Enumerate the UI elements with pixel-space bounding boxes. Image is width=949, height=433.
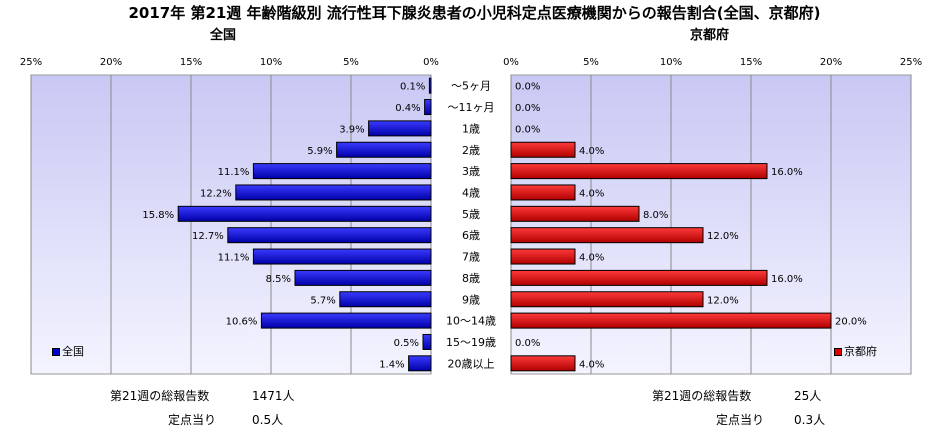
left-bar bbox=[260, 312, 432, 329]
legend-left-label: 全国 bbox=[62, 345, 84, 358]
left-data-label: 0.4% bbox=[395, 103, 420, 114]
left-x-tick-label: 10% bbox=[260, 57, 282, 68]
right-plot-area bbox=[510, 74, 912, 375]
left-bar bbox=[422, 333, 432, 350]
legend-left-swatch bbox=[52, 348, 60, 356]
right-x-tick-label: 15% bbox=[740, 57, 762, 68]
right-total-label: 第21週の総報告数 bbox=[652, 389, 752, 403]
left-bar bbox=[336, 141, 432, 158]
left-x-tick-label: 5% bbox=[343, 57, 359, 68]
left-data-label: 10.6% bbox=[226, 317, 258, 328]
right-bar bbox=[510, 312, 832, 329]
legend-right: 京都府 bbox=[834, 343, 877, 359]
category-label: 2歳 bbox=[462, 144, 480, 157]
left-data-label: 11.1% bbox=[218, 253, 250, 264]
legend-right-swatch bbox=[834, 348, 842, 356]
category-label: 8歳 bbox=[462, 272, 480, 285]
right-bar bbox=[510, 205, 640, 222]
category-label: 15～19歳 bbox=[446, 336, 496, 349]
category-label: 10～14歳 bbox=[446, 315, 496, 328]
chart-title: 2017年 第21週 年齢階級別 流行性耳下腺炎患者の小児科定点医療機関からの報… bbox=[128, 4, 821, 22]
right-x-tick-label: 10% bbox=[660, 57, 682, 68]
legend-left: 全国 bbox=[52, 343, 84, 359]
right-data-label: 0.0% bbox=[515, 103, 540, 114]
left-x-tick-label: 20% bbox=[100, 57, 122, 68]
left-per-label: 定点当り bbox=[168, 413, 217, 427]
legend-right-label: 京都府 bbox=[844, 345, 877, 358]
left-bar bbox=[424, 99, 432, 116]
right-per-value: 0.3人 bbox=[794, 413, 826, 427]
right-data-label: 0.0% bbox=[515, 338, 540, 349]
left-data-label: 5.9% bbox=[307, 146, 332, 157]
category-label: 5歳 bbox=[462, 208, 480, 221]
left-bar bbox=[252, 248, 432, 265]
left-per-value: 0.5人 bbox=[252, 413, 284, 427]
left-panel-title: 全国 bbox=[210, 28, 237, 43]
category-label: 3歳 bbox=[462, 165, 480, 178]
left-data-label: 5.7% bbox=[310, 295, 335, 306]
left-plot-area bbox=[30, 74, 432, 375]
right-data-label: 0.0% bbox=[515, 124, 540, 135]
left-data-label: 8.5% bbox=[266, 274, 291, 285]
right-bar bbox=[510, 291, 704, 308]
left-x-tick-label: 15% bbox=[180, 57, 202, 68]
left-bar bbox=[294, 269, 432, 286]
left-bar bbox=[177, 205, 432, 222]
left-x-tick-label: 25% bbox=[20, 57, 42, 68]
left-bar bbox=[235, 184, 432, 201]
right-x-tick-label: 5% bbox=[583, 57, 599, 68]
right-data-label: 16.0% bbox=[771, 167, 803, 178]
left-data-label: 1.4% bbox=[379, 359, 404, 370]
left-x-tick-label: 0% bbox=[423, 57, 439, 68]
left-total-value: 1471人 bbox=[252, 389, 295, 403]
right-per-label: 定点当り bbox=[716, 413, 765, 427]
right-bar bbox=[510, 163, 768, 180]
right-data-label: 8.0% bbox=[643, 210, 668, 221]
right-bar bbox=[510, 141, 576, 158]
right-data-label: 4.0% bbox=[579, 146, 604, 157]
category-label: ～11ヶ月 bbox=[448, 101, 495, 114]
left-data-label: 12.2% bbox=[200, 188, 232, 199]
left-bar bbox=[227, 227, 432, 244]
left-total-label: 第21週の総報告数 bbox=[110, 389, 210, 403]
right-data-label: 0.0% bbox=[515, 82, 540, 93]
right-data-label: 12.0% bbox=[707, 295, 739, 306]
category-label: 7歳 bbox=[462, 251, 480, 264]
left-data-label: 0.5% bbox=[394, 338, 419, 349]
right-bar bbox=[510, 248, 576, 265]
right-data-label: 4.0% bbox=[579, 253, 604, 264]
left-bar bbox=[252, 163, 432, 180]
right-data-label: 4.0% bbox=[579, 359, 604, 370]
category-label: 1歳 bbox=[462, 122, 480, 135]
left-data-label: 3.9% bbox=[339, 124, 364, 135]
left-data-label: 0.1% bbox=[400, 82, 425, 93]
left-data-label: 12.7% bbox=[192, 231, 224, 242]
right-total-value: 25人 bbox=[794, 389, 822, 403]
right-bar bbox=[510, 355, 576, 372]
left-data-label: 11.1% bbox=[218, 167, 250, 178]
right-bar bbox=[510, 269, 768, 286]
right-bar bbox=[510, 184, 576, 201]
right-data-label: 12.0% bbox=[707, 231, 739, 242]
left-bar bbox=[408, 355, 432, 372]
right-x-tick-label: 20% bbox=[820, 57, 842, 68]
category-label: 20歳以上 bbox=[448, 357, 495, 370]
right-data-label: 20.0% bbox=[835, 317, 867, 328]
right-data-label: 16.0% bbox=[771, 274, 803, 285]
right-x-tick-label: 0% bbox=[503, 57, 519, 68]
category-label: ～5ヶ月 bbox=[451, 80, 491, 93]
right-panel-title: 京都府 bbox=[690, 28, 730, 43]
category-label: 6歳 bbox=[462, 229, 480, 242]
right-x-tick-label: 25% bbox=[900, 57, 922, 68]
category-label: 4歳 bbox=[462, 186, 480, 199]
right-data-label: 4.0% bbox=[579, 188, 604, 199]
left-bar bbox=[339, 291, 432, 308]
left-bar bbox=[368, 120, 432, 137]
category-label: 9歳 bbox=[462, 293, 480, 306]
right-bar bbox=[510, 227, 704, 244]
left-data-label: 15.8% bbox=[142, 210, 174, 221]
left-bar bbox=[428, 77, 432, 94]
